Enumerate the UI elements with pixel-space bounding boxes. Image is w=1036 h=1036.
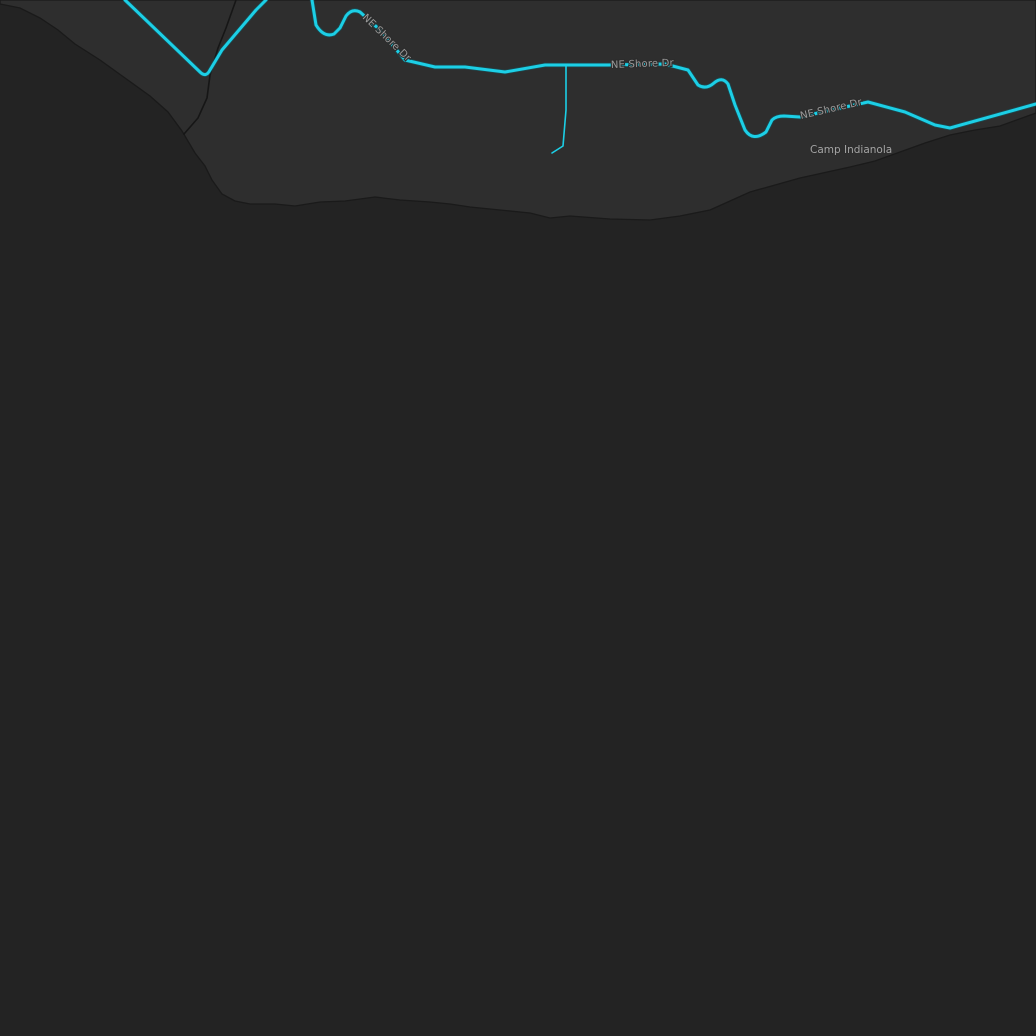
minor-road xyxy=(183,0,237,135)
land-area xyxy=(0,0,1036,221)
connector-road-west[interactable] xyxy=(123,0,268,77)
place-label-camp-indianola: Camp Indianola xyxy=(810,144,892,156)
ne-shore-drive[interactable] xyxy=(123,0,1036,138)
shore-road-main[interactable] xyxy=(310,0,1036,138)
spur-road[interactable] xyxy=(551,64,567,154)
road-label-2: NE Shore Dr xyxy=(611,58,675,71)
